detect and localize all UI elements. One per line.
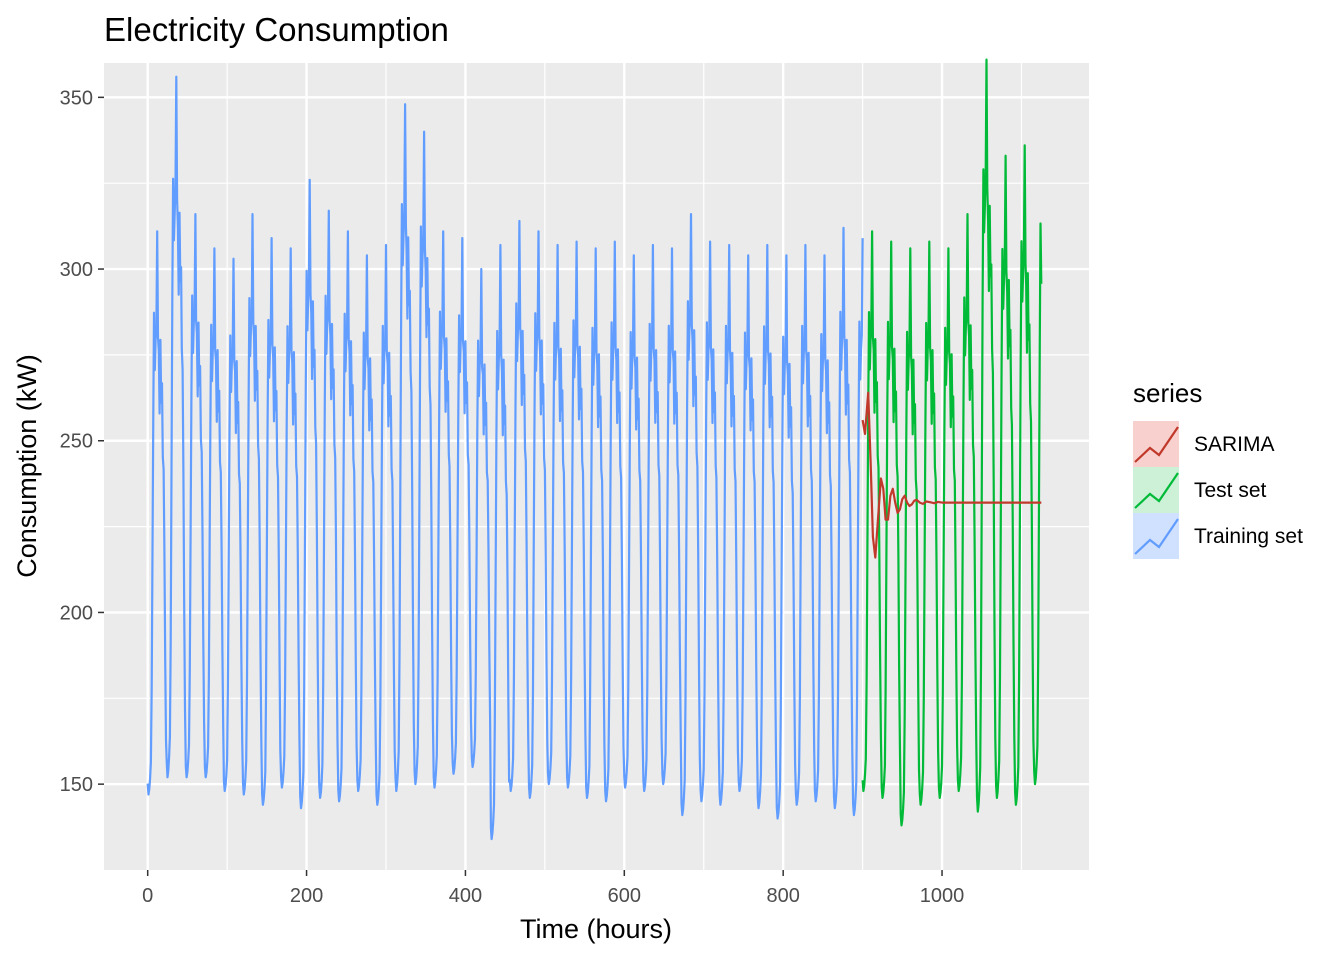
legend-label: Training set: [1194, 525, 1303, 548]
x-tick-label: 600: [608, 885, 641, 907]
x-tick-label: 800: [766, 885, 799, 907]
legend-item-training-set: Training set: [1133, 513, 1303, 559]
y-axis: 150 200 250 300 350: [60, 87, 104, 796]
legend: series SARIMA Test set Training set: [1133, 378, 1303, 559]
y-tick-label: 300: [60, 259, 93, 281]
legend-key-line: [1134, 472, 1179, 509]
legend-key-swatch: [1133, 467, 1179, 513]
y-tick-label: 250: [60, 431, 93, 453]
series-line-test-set: [861, 58, 1043, 827]
legend-item-test-set: Test set: [1133, 467, 1267, 513]
legend-label: Test set: [1194, 479, 1267, 502]
x-tick-label: 200: [290, 885, 323, 907]
legend-key-line: [1134, 426, 1179, 463]
series-line-sarima: [861, 391, 1042, 559]
x-tick-label: 0: [142, 885, 153, 907]
x-axis: 0 200 400 600 800 1000: [142, 870, 964, 907]
legend-key-swatch: [1133, 421, 1179, 467]
x-axis-title: Time (hours): [520, 914, 672, 944]
series-lines: [146, 58, 1043, 841]
legend-keys: SARIMA Test set Training set: [1133, 421, 1303, 559]
legend-label: SARIMA: [1194, 433, 1275, 456]
chart-title: Electricity Consumption: [104, 11, 449, 48]
legend-key-swatch: [1133, 513, 1179, 559]
y-tick-label: 350: [60, 87, 93, 109]
legend-key-line: [1134, 518, 1179, 555]
legend-item-sarima: SARIMA: [1133, 421, 1275, 467]
y-tick-label: 150: [60, 774, 93, 796]
y-tick-label: 200: [60, 602, 93, 624]
y-axis-title: Consumption (kW): [12, 354, 42, 578]
legend-title: series: [1133, 378, 1202, 408]
x-tick-label: 1000: [920, 885, 965, 907]
series-line-training-set: [146, 75, 864, 841]
x-tick-label: 400: [449, 885, 482, 907]
